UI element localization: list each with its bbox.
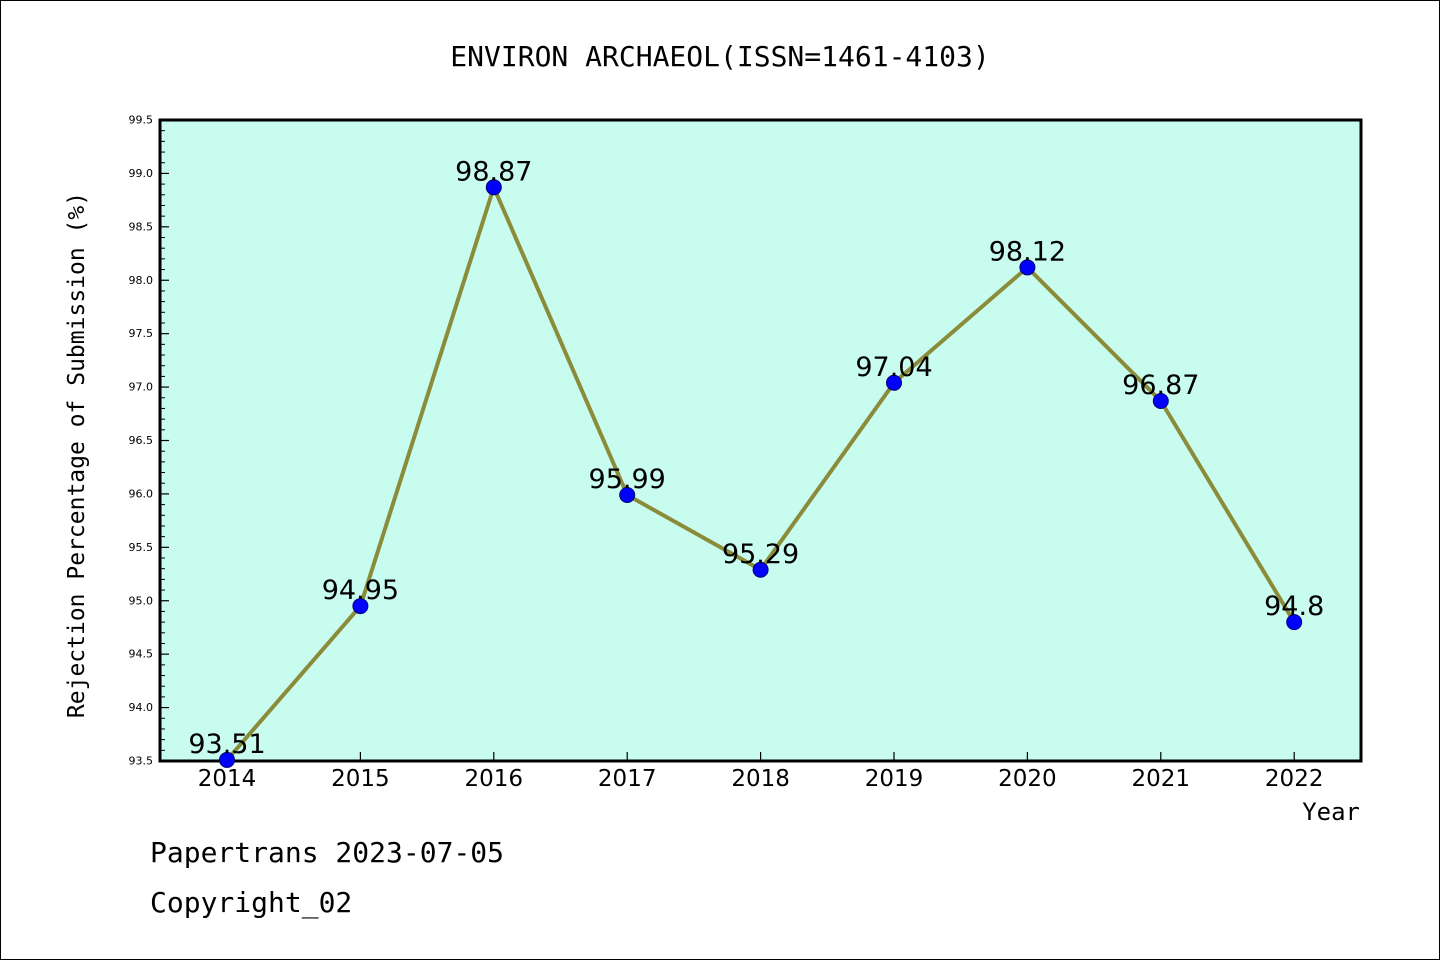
- y-tick-label: 98.5: [129, 220, 154, 233]
- y-tick-label: 99.0: [129, 167, 154, 180]
- y-axis-label: Rejection Percentage of Submission (%): [64, 192, 90, 718]
- plot-area: [158, 118, 1363, 763]
- y-tick-label: 94.5: [129, 648, 154, 661]
- x-tick-label: 2021: [1132, 766, 1191, 792]
- y-axis: 93.5 94.0 94.5 95.0 95.5 96.0 96.5 97.0 97.5 98.0…: [129, 114, 169, 768]
- data-label: 95.99: [589, 464, 666, 495]
- y-tick-label: 99.5: [129, 114, 154, 127]
- data-point-marker: [752, 561, 769, 578]
- footer-copyright-text: Copyright_02: [150, 886, 353, 919]
- y-tick-label: 96.0: [129, 487, 154, 500]
- data-labels-group: 93.51 94.95 98.87 95.99 95.29 97.04 98.12 96.87…: [188, 156, 1324, 760]
- x-tick-label: 2020: [998, 766, 1057, 792]
- data-point-marker: [1019, 259, 1036, 276]
- x-tick-label: 2019: [865, 766, 924, 792]
- x-tick-label: 2018: [731, 766, 790, 792]
- y-tick-label: 98.0: [129, 274, 154, 287]
- data-label: 94.95: [322, 575, 399, 606]
- y-tick-label: 93.5: [129, 755, 154, 768]
- y-tick-label: 94.0: [129, 701, 154, 714]
- x-tick-label: 2022: [1265, 766, 1324, 792]
- data-label: 96.87: [1122, 370, 1199, 401]
- data-point-marker: [1286, 614, 1303, 631]
- data-point-marker: [485, 179, 502, 196]
- data-label: 95.29: [722, 539, 799, 570]
- data-label: 97.04: [855, 352, 932, 383]
- data-label: 94.8: [1264, 591, 1324, 622]
- chart-title: ENVIRON ARCHAEOL(ISSN=1461-4103): [450, 40, 989, 73]
- y-tick-label: 96.5: [129, 434, 154, 447]
- data-point-marker: [219, 751, 235, 768]
- x-tick-label: 2014: [198, 766, 257, 792]
- x-axis-label: Year: [1302, 798, 1360, 826]
- y-tick-label: 95.0: [129, 594, 154, 607]
- data-point-marker: [886, 374, 902, 391]
- data-point-marker: [352, 598, 369, 615]
- data-point-marker: [619, 486, 636, 503]
- footer-date-text: Papertrans 2023-07-05: [150, 836, 505, 869]
- data-label: 98.87: [455, 156, 532, 187]
- x-tick-label: 2016: [465, 766, 524, 792]
- x-tick-label: 2015: [331, 766, 390, 792]
- y-tick-label: 97.5: [129, 327, 154, 340]
- x-axis: 2014 2015 2016 2017 2018 2019 2020 2021 2022: [198, 752, 1324, 792]
- data-label: 93.51: [188, 729, 265, 760]
- data-point-marker: [1152, 392, 1169, 409]
- y-tick-label: 97.0: [129, 381, 154, 394]
- series-line-group: [219, 179, 1303, 768]
- x-tick-label: 2017: [598, 766, 657, 792]
- data-label: 98.12: [989, 236, 1066, 267]
- y-tick-label: 95.5: [129, 541, 154, 554]
